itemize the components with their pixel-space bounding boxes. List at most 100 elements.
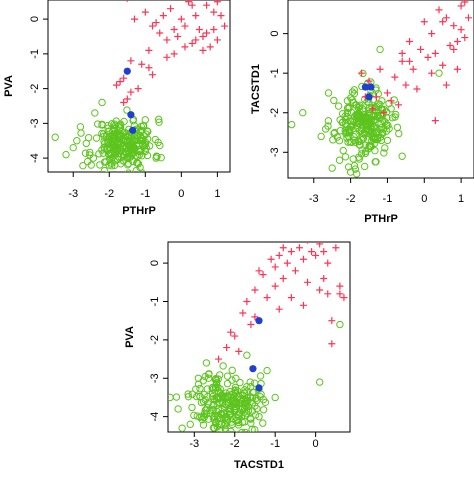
point-group-b (343, 104, 352, 112)
point-group-b (333, 133, 341, 141)
point-group-a (116, 78, 124, 86)
point-group-b (217, 409, 225, 418)
point-group-a (299, 301, 307, 309)
point-group-b (216, 394, 225, 402)
point-group-a (409, 65, 417, 73)
point-group-b (133, 159, 142, 167)
point-group-b (346, 168, 355, 176)
point-group-c (127, 111, 135, 119)
point-group-b (223, 372, 232, 380)
point-group-a (271, 282, 279, 290)
point-group-b (374, 129, 382, 137)
point-group-a (203, 1, 211, 9)
point-group-b (246, 378, 254, 386)
point-group-c (361, 83, 369, 91)
point-group-b (365, 142, 374, 151)
point-group-b (356, 116, 364, 125)
point-group-b (79, 161, 87, 170)
point-group-b (383, 114, 391, 122)
point-group-a (185, 0, 193, 6)
point-group-a (295, 244, 303, 252)
x-tick-label: -3 (68, 188, 78, 200)
point-group-b (200, 390, 208, 399)
point-group-b (221, 424, 229, 432)
point-group-b (134, 160, 143, 168)
point-group-a (439, 18, 447, 26)
point-group-b (348, 96, 356, 104)
point-group-b (227, 405, 235, 414)
point-group-a (243, 297, 251, 305)
point-group-b (355, 103, 364, 111)
point-group-a (251, 313, 259, 321)
point-group-b (200, 413, 208, 422)
point-group-b (136, 136, 145, 144)
point-group-b (104, 121, 112, 130)
point-group-b (108, 153, 117, 162)
point-group-b (81, 149, 90, 157)
x-tick-label: 0 (421, 193, 427, 205)
point-group-b (100, 132, 108, 140)
point-group-b (214, 375, 222, 383)
y-tick-label: -2 (149, 335, 161, 345)
point-group-b (73, 137, 81, 145)
point-group-a (328, 340, 336, 348)
point-group-b (218, 431, 222, 432)
point-group-a (145, 46, 153, 54)
point-group-b (299, 109, 307, 117)
point-group-b (387, 105, 395, 113)
point-group-b (129, 149, 137, 158)
y-tick-label: -3 (29, 118, 41, 128)
point-group-a (442, 14, 450, 22)
point-group-a (439, 61, 447, 69)
point-group-a (123, 95, 131, 103)
point-group-b (248, 407, 257, 415)
point-group-c (129, 126, 137, 134)
point-group-b (142, 130, 150, 138)
point-group-b (86, 151, 94, 159)
point-group-a (453, 38, 461, 46)
point-group-b (232, 374, 240, 383)
point-group-a (312, 251, 320, 259)
point-group-c (255, 384, 263, 392)
point-group-b (367, 122, 375, 131)
point-group-b (124, 154, 132, 163)
point-group-b (83, 157, 92, 166)
point-group-a (417, 45, 425, 53)
point-group-a (192, 36, 200, 44)
y-tick-label: -4 (149, 412, 161, 422)
point-group-b (344, 126, 353, 134)
point-group-b (360, 129, 369, 137)
point-group-a (247, 321, 255, 329)
point-group-b (215, 419, 224, 428)
point-group-a (324, 290, 332, 298)
point-group-b (77, 129, 85, 137)
point-group-b (128, 142, 136, 151)
point-group-a (316, 286, 324, 294)
point-group-b (380, 149, 388, 157)
point-group-a (450, 45, 458, 53)
point-group-b (96, 161, 104, 169)
point-group-b (95, 150, 103, 158)
point-group-b (352, 121, 360, 130)
point-group-a (464, 14, 472, 22)
point-group-a (446, 41, 454, 49)
point-group-b (336, 320, 344, 329)
point-group-b (221, 413, 230, 421)
point-group-a (279, 244, 287, 252)
point-group-b (350, 86, 358, 94)
point-group-a (402, 81, 410, 89)
point-group-b (334, 102, 343, 110)
plot-frame (167, 241, 351, 433)
point-group-b (350, 162, 359, 170)
point-group-a (159, 12, 167, 20)
point-group-a (450, 22, 458, 30)
point-group-b (115, 144, 123, 152)
point-group-b (243, 387, 251, 395)
point-group-a (126, 0, 128, 2)
point-group-b (330, 96, 338, 105)
point-group-a (227, 328, 235, 336)
point-group-b (151, 135, 160, 144)
point-group-b (343, 96, 352, 105)
point-group-b (138, 126, 146, 135)
point-group-b (391, 113, 399, 121)
